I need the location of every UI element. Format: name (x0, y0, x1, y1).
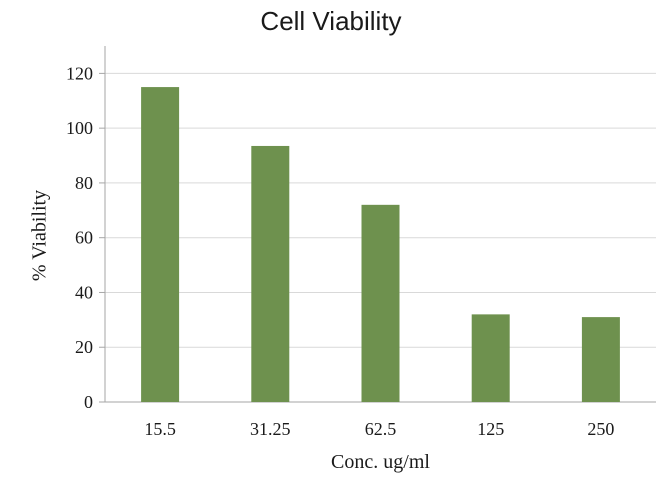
bar (251, 145, 290, 402)
y-tick-label: 120 (66, 63, 93, 83)
y-tick-label: 80 (75, 173, 93, 193)
y-tick-label: 100 (66, 118, 93, 138)
bar (471, 314, 510, 402)
bar (581, 317, 620, 402)
x-axis-title: Conc. ug/ml (331, 451, 430, 473)
x-tick-label: 250 (587, 419, 614, 439)
x-tick-label: 125 (477, 419, 504, 439)
chart-title: Cell Viability (260, 6, 402, 36)
y-tick-label: 60 (75, 228, 93, 248)
y-tick-label: 0 (84, 392, 93, 412)
bar (361, 204, 400, 402)
y-tick-label: 20 (75, 337, 93, 357)
x-tick-label: 62.5 (365, 419, 397, 439)
x-tick-label: 31.25 (250, 419, 291, 439)
y-axis-title: % Viability (28, 189, 51, 282)
y-tick-label: 40 (75, 282, 93, 302)
bar (141, 87, 180, 403)
x-tick-label: 15.5 (144, 419, 176, 439)
